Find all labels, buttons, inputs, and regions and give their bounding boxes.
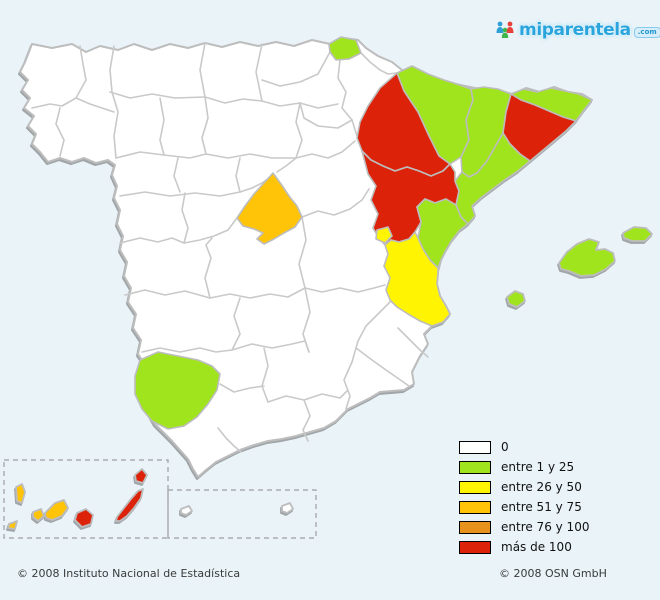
brand-wordmark: miparentela [519,20,631,40]
legend-label: entre 76 y 100 [501,520,590,534]
region-madrid[interactable] [236,172,303,245]
legend-swatch-0 [459,440,491,454]
region-ceuta[interactable] [180,505,193,516]
region-el-hierro[interactable] [7,520,18,530]
region-la-palma[interactable] [15,483,26,504]
legend-label: entre 51 y 75 [501,500,582,514]
legend-label: más de 100 [501,540,572,554]
legend-label: entre 1 y 25 [501,460,575,474]
legend-row: entre 26 y 50 [459,477,589,497]
legend-swatch-51-75 [459,500,491,514]
inset-boxes [3,459,317,539]
legend-swatch-26-50 [459,480,491,494]
legend-swatch-76-100 [459,520,491,534]
region-menorca[interactable] [622,226,653,242]
legend-swatch-mas-100 [459,540,491,554]
brand-logo[interactable]: miparentela .com [494,18,660,42]
region-sevilla[interactable] [134,351,221,430]
legend-row: entre 51 y 75 [459,497,589,517]
region-melilla[interactable] [281,502,294,514]
legend-row: entre 76 y 100 [459,517,589,537]
map-legend: 0 entre 1 y 25 entre 26 y 50 entre 51 y … [459,437,589,557]
legend-label: entre 26 y 50 [501,480,582,494]
region-gipuzkoa[interactable] [328,36,362,61]
brand-tld-badge: .com [633,26,660,38]
province-borders [31,42,429,453]
region-la-gomera[interactable] [32,508,45,522]
copyright-ine: © 2008 Instituto Nacional de Estadística [17,567,241,580]
region-ibiza[interactable] [506,290,526,308]
region-gran-canaria[interactable] [74,508,94,528]
ceuta-melilla-inset-box [167,489,317,539]
region-tenerife[interactable] [44,499,69,521]
coloured-provinces [134,36,593,430]
copyright-osn: © 2008 OSN GmbH [499,567,607,580]
region-valencia-rincon-ademuz[interactable] [375,226,393,244]
family-figures-icon [494,19,516,41]
legend-label: 0 [501,440,509,454]
region-fuerteventura[interactable] [115,488,144,522]
legend-row: más de 100 [459,537,589,557]
legend-row: entre 1 y 25 [459,457,589,477]
region-lanzarote[interactable] [134,468,148,484]
legend-row: 0 [459,437,589,457]
legend-swatch-1-25 [459,460,491,474]
region-mallorca[interactable] [558,238,616,277]
region-valencia[interactable] [383,231,451,327]
